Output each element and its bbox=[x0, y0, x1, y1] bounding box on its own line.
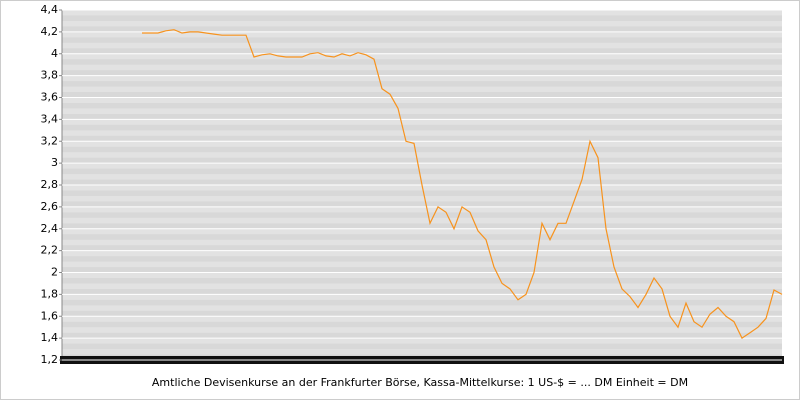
y-tick-label: 1,6 bbox=[41, 309, 59, 322]
y-tick-label: 1,8 bbox=[41, 287, 59, 300]
y-tick-label: 3,6 bbox=[41, 91, 59, 104]
y-tick-label: 2,6 bbox=[41, 200, 59, 213]
y-tick-label: 4,2 bbox=[41, 25, 59, 38]
y-tick-label: 3 bbox=[51, 156, 58, 169]
y-tick-label: 4,4 bbox=[41, 3, 59, 16]
y-tick-label: 2,2 bbox=[41, 244, 59, 257]
y-tick-label: 3,2 bbox=[41, 134, 59, 147]
y-tick-label: 3,8 bbox=[41, 69, 59, 82]
line bbox=[142, 29, 783, 339]
y-tick-label: 1,4 bbox=[41, 331, 59, 344]
x-axis-label: Amtliche Devisenkurse an der Frankfurter… bbox=[152, 376, 688, 389]
y-tick-label: 2 bbox=[51, 266, 58, 279]
y-tick-label: 3,4 bbox=[41, 112, 59, 125]
y-tick-label: 1,2 bbox=[41, 353, 59, 366]
y-tick-label: 2,4 bbox=[41, 222, 59, 235]
y-tick-label: 2,8 bbox=[41, 178, 59, 191]
y-tick-label: 4 bbox=[51, 47, 58, 60]
